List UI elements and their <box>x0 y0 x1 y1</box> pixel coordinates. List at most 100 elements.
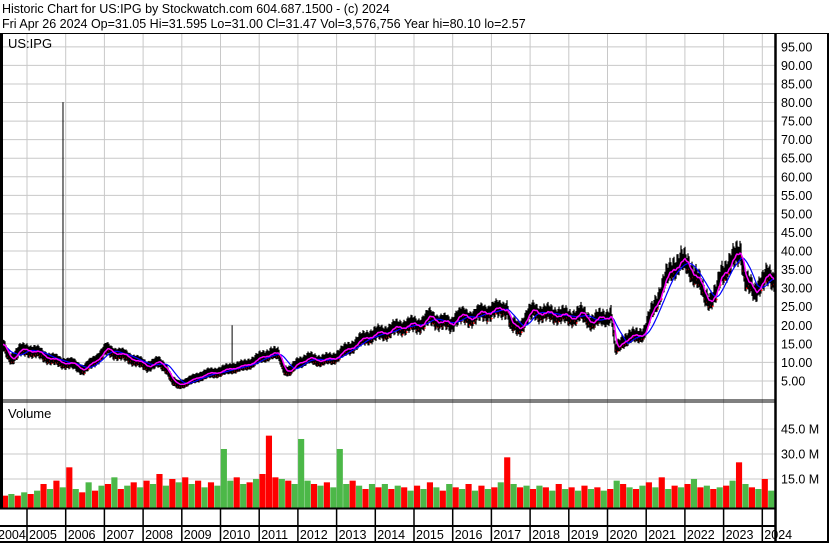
price-tick-label: 85.00 <box>781 77 812 91</box>
year-label: 2010 <box>223 528 251 542</box>
volume-bar <box>220 448 227 508</box>
price-tick-label: 25.00 <box>781 300 812 314</box>
year-label: 2007 <box>106 528 134 542</box>
volume-bar <box>252 478 260 508</box>
volume-bar <box>761 478 768 508</box>
volume-bar <box>581 485 588 508</box>
volume-bar <box>439 490 446 508</box>
short-moving-average-line <box>1 252 775 386</box>
volume-bar <box>349 480 356 508</box>
price-tick-label: 50.00 <box>781 207 812 221</box>
volume-bar <box>240 483 247 508</box>
volume-bar <box>768 490 775 508</box>
volume-bar <box>703 485 710 508</box>
volume-bar <box>678 487 685 508</box>
volume-bar <box>8 493 15 508</box>
volume-bar <box>310 483 318 508</box>
volume-bar <box>478 485 485 508</box>
price-tick-label: 5.00 <box>781 374 805 388</box>
volume-bar <box>594 487 601 508</box>
volume-bar <box>446 483 453 508</box>
year-label: 2021 <box>648 528 676 542</box>
price-bars <box>1 102 775 390</box>
volume-bar <box>665 488 672 508</box>
volume-bar <box>742 483 749 508</box>
volume-bar <box>14 495 21 508</box>
volume-bar <box>755 488 762 508</box>
volume-bar <box>587 488 594 508</box>
year-label: 2004 <box>0 528 26 542</box>
year-label: 2018 <box>532 528 560 542</box>
volume-bar <box>748 487 755 508</box>
price-axis: 5.00 10.00 15.00 20.00 25.00 30.00 35.00 40.00 4… <box>781 40 812 388</box>
volume-bar <box>607 488 614 508</box>
volume-bar <box>104 483 112 508</box>
volume-bar <box>149 483 157 508</box>
volume-bar <box>323 482 330 508</box>
symbol-label: US:IPG <box>8 36 52 51</box>
volume-bar <box>227 480 234 508</box>
volume-bar <box>658 477 665 508</box>
volume-bar <box>491 487 498 508</box>
price-tick-label: 95.00 <box>781 40 812 54</box>
volume-bar <box>549 490 556 508</box>
volume-bar <box>368 483 376 508</box>
volume-bar <box>162 485 169 508</box>
volume-bar <box>497 482 504 508</box>
volume-bar <box>465 483 472 508</box>
volume-bar <box>272 477 279 508</box>
volume-bar <box>356 485 363 508</box>
volume-bar <box>175 482 182 508</box>
volume-bar <box>336 448 343 508</box>
volume-bar <box>195 480 202 508</box>
volume-bar <box>613 480 620 508</box>
volume-bar <box>735 462 743 508</box>
price-tick-label: 45.00 <box>781 226 812 240</box>
volume-bar <box>53 480 60 508</box>
volume-tick-label: 15.0 M <box>781 472 819 486</box>
volume-bar <box>156 473 163 508</box>
price-tick-label: 55.00 <box>781 189 812 203</box>
volume-bar <box>568 487 575 508</box>
volume-bar <box>92 490 99 508</box>
volume-bar <box>34 490 41 508</box>
left-border <box>0 33 3 508</box>
volume-bar <box>59 487 66 508</box>
volume-bar <box>182 477 189 508</box>
year-label: 2013 <box>339 528 367 542</box>
year-label: 2019 <box>571 528 599 542</box>
volume-bar <box>304 480 311 508</box>
year-label: 2024 <box>764 528 792 542</box>
price-tick-label: 20.00 <box>781 319 812 333</box>
volume-bar <box>130 482 137 508</box>
volume-label: Volume <box>8 406 51 421</box>
volume-bar <box>169 478 176 508</box>
volume-bar <box>298 438 305 508</box>
volume-bar <box>401 487 408 508</box>
price-tick-label: 15.00 <box>781 337 812 351</box>
volume-bar <box>574 490 582 508</box>
volume-bar <box>413 485 421 508</box>
volume-bar <box>620 483 627 508</box>
price-tick-label: 10.00 <box>781 356 812 370</box>
volume-bar <box>98 485 105 508</box>
volume-bar <box>117 488 124 508</box>
volume-bar <box>671 485 678 508</box>
volume-bar <box>652 487 659 508</box>
volume-bar <box>459 488 466 508</box>
volume-bar <box>27 493 34 508</box>
volume-bar <box>394 485 401 508</box>
year-label: 2012 <box>300 528 328 542</box>
year-label: 2008 <box>145 528 173 542</box>
volume-bar <box>46 488 54 508</box>
volume-bar <box>388 488 395 508</box>
volume-bar <box>285 480 292 508</box>
volume-bar <box>246 482 253 508</box>
volume-bar <box>690 478 698 508</box>
volume-bar <box>433 487 440 508</box>
volume-bar <box>600 490 607 508</box>
volume-bar <box>426 482 434 508</box>
year-label: 2006 <box>68 528 96 542</box>
year-label: 2023 <box>726 528 754 542</box>
volume-bar <box>555 483 562 508</box>
